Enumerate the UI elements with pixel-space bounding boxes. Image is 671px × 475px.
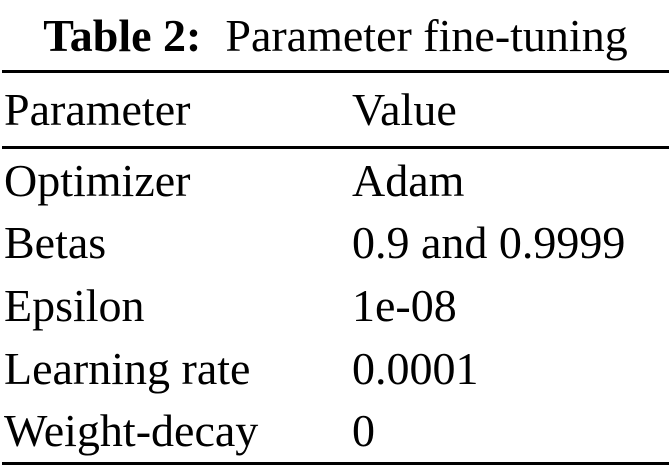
table-row: Betas 0.9 and 0.9999 [0,212,671,275]
table-rule-bottom [2,462,669,465]
table-rule-mid [2,146,669,149]
cell-parameter: Optimizer [4,154,191,206]
cell-value: 0 [352,405,375,457]
table-row: Epsilon 1e-08 [0,274,671,337]
cell-parameter: Weight-decay [4,405,259,457]
column-header-value: Value [352,84,457,135]
cell-value: 1e-08 [352,279,457,331]
cell-value: Adam [352,154,465,206]
cell-parameter: Betas [4,217,107,269]
cell-parameter: Learning rate [4,342,251,394]
table-row: Weight-decay 0 [0,399,671,462]
table-header-row: Parameter Value [0,73,671,146]
caption-label: Table 2: [43,9,202,61]
table-caption: Table 2: Parameter fine-tuning [0,0,671,70]
table-row: Learning rate 0.0001 [0,337,671,400]
cell-value: 0.9 and 0.9999 [352,217,626,269]
caption-title: Parameter fine-tuning [225,9,628,61]
table-body: Optimizer Adam Betas 0.9 and 0.9999 Epsi… [0,149,671,462]
table-row: Optimizer Adam [0,149,671,212]
cell-parameter: Epsilon [4,279,145,331]
cell-value: 0.0001 [352,342,479,394]
table-rule-top [2,70,669,73]
column-header-parameter: Parameter [4,84,191,135]
